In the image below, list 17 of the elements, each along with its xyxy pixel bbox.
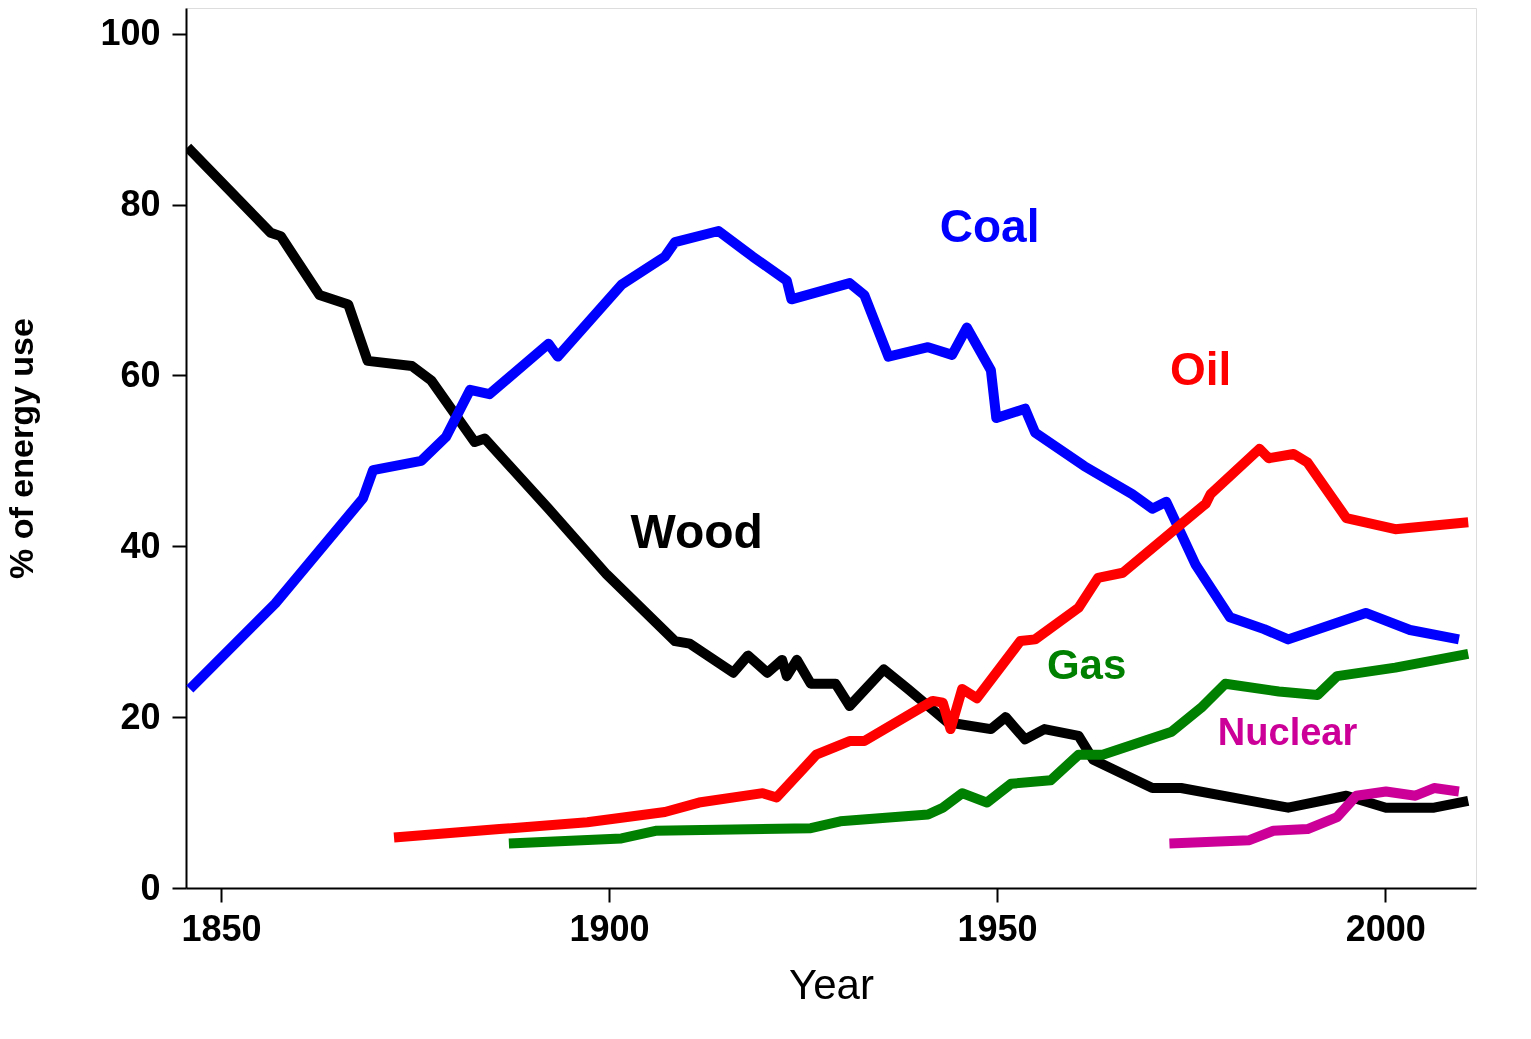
y-tick-label: 40 xyxy=(120,524,161,566)
series-label: Gas xyxy=(1046,640,1127,688)
y-axis-title: % of energy use xyxy=(2,318,41,579)
x-tick-label: 2000 xyxy=(1345,907,1426,949)
series-label: Nuclear xyxy=(1217,711,1358,754)
series-label: Oil xyxy=(1169,343,1232,396)
y-tick-label: 80 xyxy=(120,183,161,224)
x-axis-title: Year xyxy=(789,960,874,1008)
y-tick-label: 0 xyxy=(140,866,161,908)
x-tick-label: 1850 xyxy=(181,907,262,949)
series-label: Wood xyxy=(630,505,763,559)
x-tick-label: 1950 xyxy=(957,907,1038,949)
y-tick-label: 20 xyxy=(120,695,161,737)
series-label: Coal xyxy=(939,200,1040,253)
y-tick-label: 100 xyxy=(100,12,161,54)
y-tick-label: 60 xyxy=(120,353,161,395)
x-tick-label: 1900 xyxy=(569,907,650,949)
